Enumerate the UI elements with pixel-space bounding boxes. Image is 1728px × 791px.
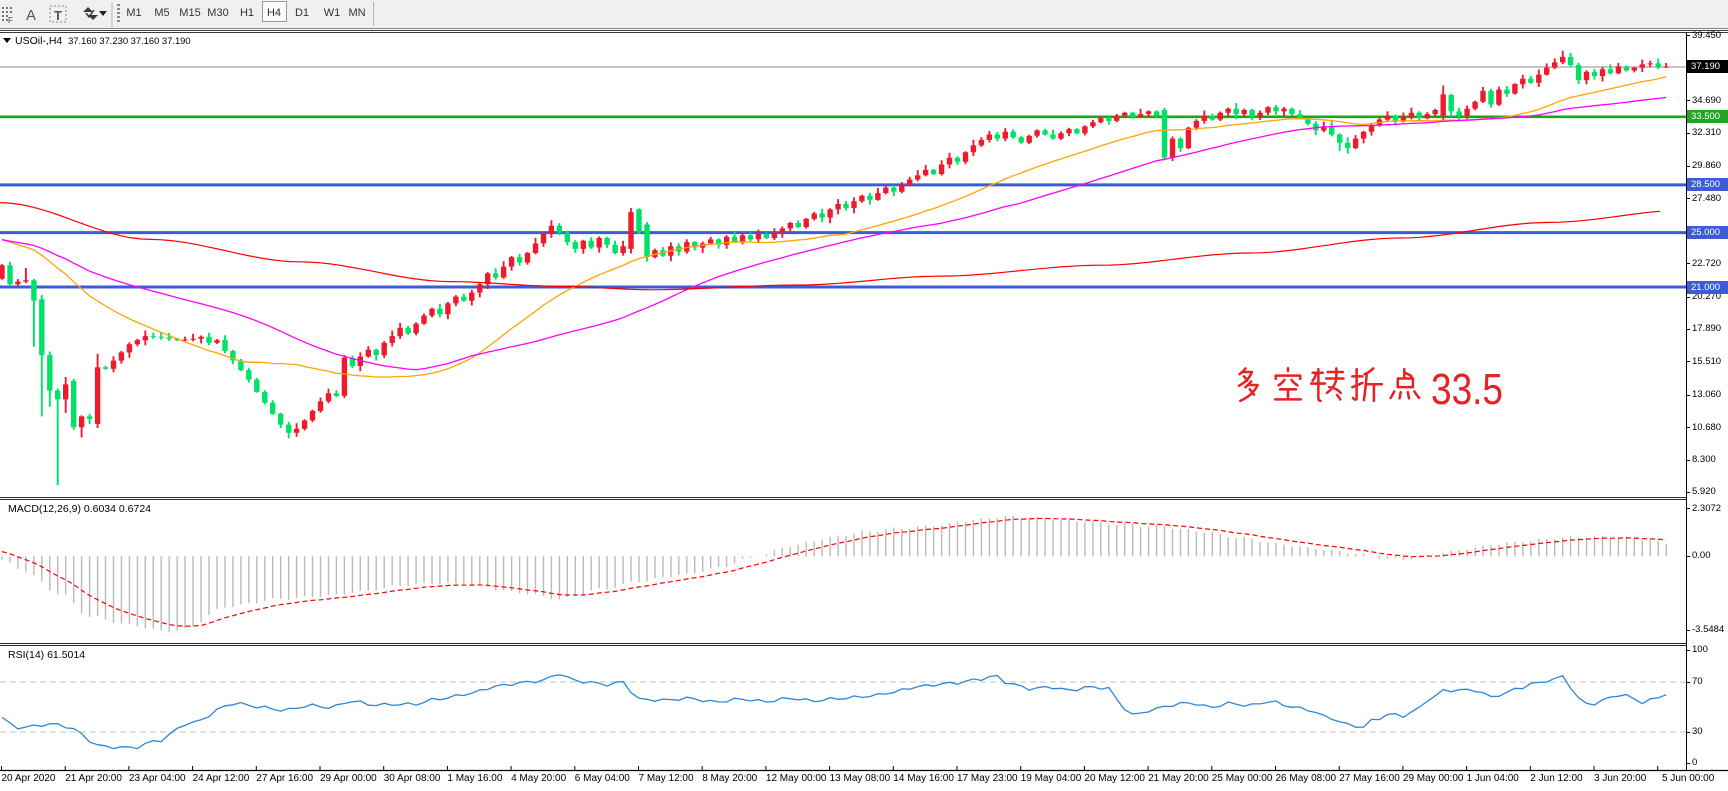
svg-text:T: T bbox=[54, 8, 62, 23]
svg-text:A: A bbox=[26, 7, 36, 24]
svg-text:F: F bbox=[8, 16, 13, 25]
svg-text:33.5: 33.5 bbox=[1431, 365, 1503, 414]
